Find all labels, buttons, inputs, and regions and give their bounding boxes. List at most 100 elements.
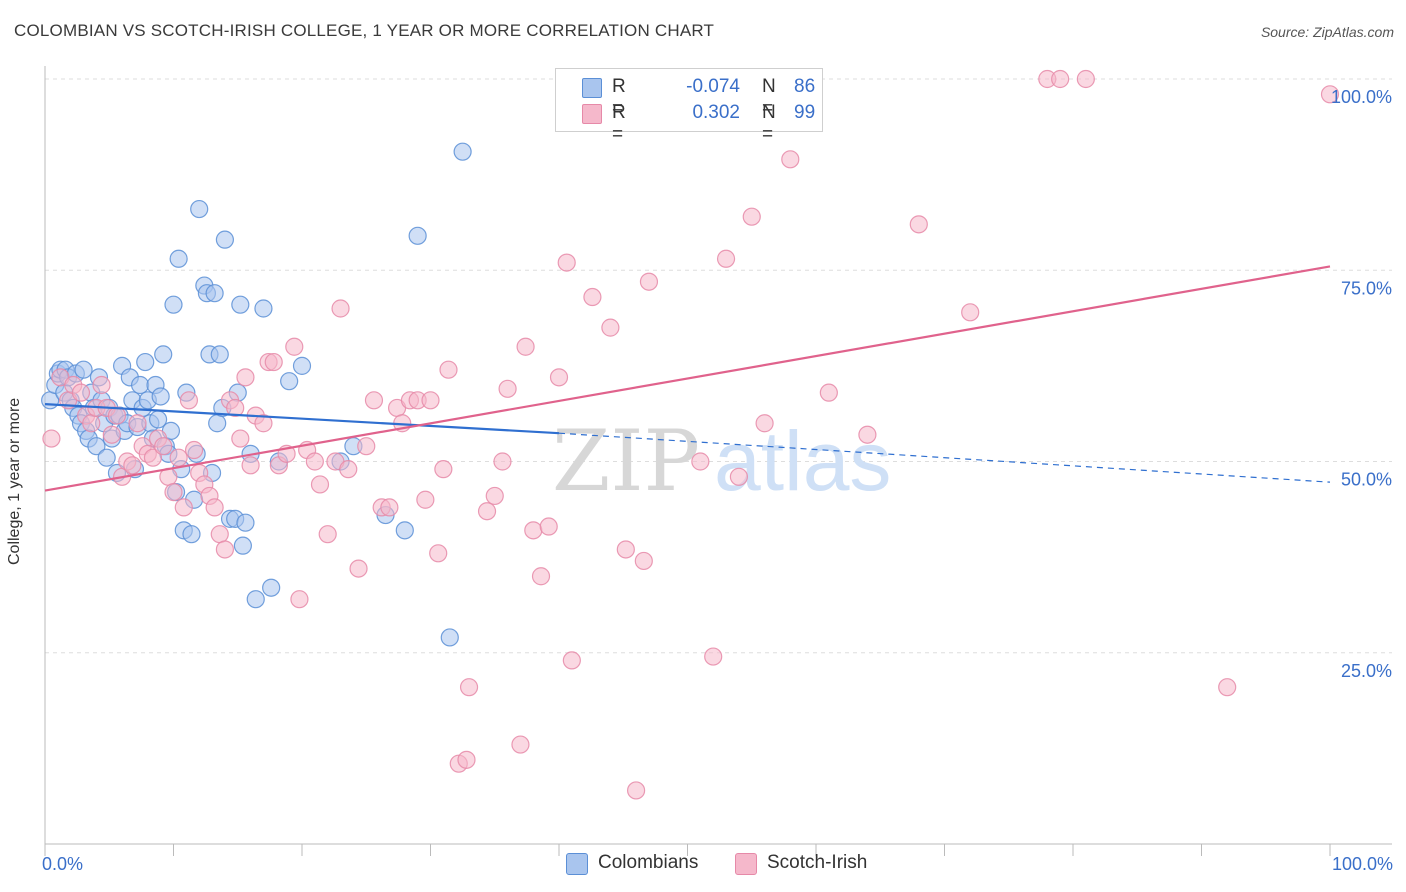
- legend-r-value: 0.302: [692, 102, 740, 123]
- tick-labels: 25.0% 50.0% 75.0% 100.0% 0.0% 100.0%: [42, 87, 1393, 874]
- legend-n-label: N =: [762, 76, 776, 119]
- y-tick-label: 100.0%: [1331, 87, 1392, 107]
- point-colombians: [408, 226, 427, 245]
- point-scotch-irish: [380, 498, 399, 517]
- legend-swatch-colombians: [582, 78, 602, 98]
- point-colombians: [292, 356, 312, 375]
- point-scotch-irish: [71, 383, 91, 402]
- point-scotch-irish: [729, 467, 749, 486]
- point-colombians: [182, 525, 201, 544]
- point-colombians: [74, 360, 93, 379]
- point-scotch-irish: [231, 429, 250, 448]
- point-colombians: [210, 345, 229, 364]
- point-scotch-irish: [128, 414, 147, 433]
- point-scotch-irish: [215, 540, 234, 559]
- point-scotch-irish: [493, 452, 512, 471]
- x-tick-label: 100.0%: [1332, 854, 1393, 874]
- y-tick-label: 25.0%: [1341, 661, 1392, 681]
- point-scotch-irish: [477, 502, 497, 521]
- bottom-legend-swatch-colombians: [566, 853, 588, 875]
- point-scotch-irish: [516, 337, 535, 356]
- point-scotch-irish: [858, 425, 877, 444]
- point-scotch-irish: [416, 490, 435, 509]
- point-colombians: [233, 536, 252, 555]
- y-tick-label: 75.0%: [1341, 278, 1392, 298]
- point-scotch-irish: [357, 437, 376, 456]
- point-scotch-irish: [583, 287, 602, 307]
- point-scotch-irish: [439, 360, 458, 379]
- trend-line-colombians-extension: [558, 432, 1331, 483]
- legend-r-value: -0.074: [686, 76, 740, 97]
- point-scotch-irish: [909, 215, 928, 234]
- point-scotch-irish: [285, 337, 304, 356]
- point-scotch-irish: [339, 460, 358, 479]
- point-scotch-irish: [205, 498, 224, 517]
- point-scotch-irish: [331, 299, 350, 318]
- point-scotch-irish: [616, 540, 635, 559]
- point-scotch-irish: [421, 391, 440, 410]
- point-colombians: [151, 387, 170, 406]
- point-colombians: [246, 590, 265, 609]
- point-scotch-irish: [164, 483, 183, 502]
- point-colombians: [130, 375, 150, 395]
- point-colombians: [97, 448, 116, 467]
- chart-title: COLOMBIAN VS SCOTCH-IRISH COLLEGE, 1 YEA…: [14, 21, 715, 40]
- bottom-legend-label: Scotch-Irish: [767, 852, 868, 873]
- bottom-legend-label: Colombians: [598, 852, 699, 873]
- point-scotch-irish: [429, 544, 448, 563]
- trend-line-scotch-irish: [44, 265, 1331, 492]
- point-scotch-irish: [716, 249, 736, 268]
- point-scotch-irish: [254, 414, 273, 433]
- grid-layer: [45, 78, 1392, 654]
- point-scotch-irish: [549, 368, 569, 387]
- trend-line-colombians: [44, 403, 560, 435]
- point-colombians: [215, 230, 234, 249]
- point-scotch-irish: [210, 525, 229, 544]
- legend-n-value: 86: [794, 76, 816, 97]
- source-label: Source: ZipAtlas.com: [1260, 24, 1394, 40]
- watermark-zip: ZIP: [552, 412, 700, 510]
- point-scotch-irish: [524, 521, 543, 540]
- point-scotch-irish: [539, 517, 558, 536]
- point-colombians: [205, 284, 224, 303]
- point-scotch-irish: [143, 448, 163, 467]
- point-colombians: [440, 628, 459, 647]
- point-scotch-irish: [639, 272, 659, 291]
- legend-r-label: R =: [612, 102, 626, 145]
- correlation-legend: R = -0.074 N = 86 R = 0.302 N = 99: [555, 68, 823, 145]
- legend-swatch-scotch-irish: [582, 104, 602, 124]
- point-scotch-irish: [704, 647, 723, 666]
- point-scotch-irish: [531, 567, 551, 586]
- bottom-legend-swatch-scotch-irish: [735, 853, 757, 875]
- point-scotch-irish: [169, 448, 188, 467]
- point-scotch-irish: [290, 590, 309, 609]
- point-colombians: [87, 437, 106, 456]
- point-scotch-irish: [42, 429, 61, 448]
- point-colombians: [280, 372, 299, 391]
- point-scotch-irish: [305, 452, 324, 471]
- point-scotch-irish: [310, 475, 330, 494]
- point-scotch-irish: [179, 391, 199, 410]
- point-scotch-irish: [485, 486, 504, 506]
- point-scotch-irish: [364, 391, 384, 410]
- point-scotch-irish: [92, 375, 111, 395]
- point-scotch-irish: [82, 414, 101, 433]
- point-scotch-irish: [819, 383, 838, 402]
- point-scotch-irish: [562, 651, 581, 670]
- point-scotch-irish: [236, 368, 255, 387]
- point-scotch-irish: [174, 498, 193, 517]
- point-colombians: [254, 299, 273, 318]
- point-scotch-irish: [434, 460, 453, 479]
- point-scotch-irish: [1218, 678, 1237, 697]
- y-tick-label: 50.0%: [1341, 470, 1392, 490]
- watermark: ZIP atlas: [552, 412, 891, 510]
- x-tick-label: 0.0%: [42, 854, 83, 874]
- point-colombians: [395, 521, 414, 540]
- point-scotch-irish: [961, 303, 980, 322]
- point-scotch-irish: [511, 735, 530, 754]
- point-colombians: [190, 199, 209, 219]
- legend-n-value: 99: [794, 102, 816, 123]
- point-colombians: [136, 352, 155, 372]
- point-scotch-irish: [184, 440, 204, 460]
